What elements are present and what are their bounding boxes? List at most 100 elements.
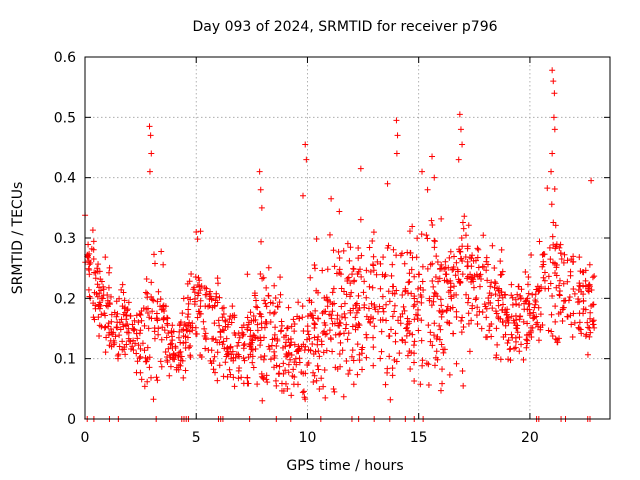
data-point bbox=[340, 247, 347, 254]
data-point bbox=[389, 261, 396, 268]
data-point bbox=[370, 253, 377, 260]
data-point bbox=[457, 248, 464, 255]
data-point bbox=[335, 248, 342, 255]
data-point bbox=[125, 325, 132, 332]
data-point bbox=[357, 216, 364, 223]
data-point bbox=[291, 328, 298, 335]
data-point bbox=[270, 310, 277, 317]
data-point bbox=[414, 235, 421, 242]
data-point bbox=[571, 290, 578, 297]
data-point bbox=[363, 331, 370, 338]
data-point bbox=[386, 298, 393, 305]
data-point bbox=[355, 292, 362, 299]
data-point bbox=[451, 283, 458, 290]
data-point bbox=[154, 377, 161, 384]
data-point bbox=[367, 319, 374, 326]
data-point bbox=[377, 260, 384, 267]
data-point bbox=[497, 258, 504, 265]
data-point bbox=[516, 334, 523, 341]
data-point bbox=[536, 285, 543, 292]
data-point bbox=[142, 289, 149, 296]
data-point bbox=[108, 293, 115, 300]
data-point bbox=[285, 304, 292, 311]
data-point bbox=[334, 315, 341, 322]
data-point bbox=[475, 264, 482, 271]
data-point bbox=[324, 266, 331, 273]
data-point bbox=[245, 319, 252, 326]
data-point bbox=[120, 289, 127, 296]
data-point bbox=[507, 345, 514, 352]
data-point bbox=[429, 342, 436, 349]
data-point bbox=[350, 381, 357, 388]
data-point bbox=[533, 321, 540, 328]
data-point bbox=[111, 309, 118, 316]
data-point bbox=[133, 350, 140, 357]
data-point bbox=[129, 321, 136, 328]
data-point bbox=[286, 342, 293, 349]
data-point bbox=[278, 318, 285, 325]
y-tick-label: 0 bbox=[67, 412, 76, 428]
data-point bbox=[141, 347, 148, 354]
data-point bbox=[194, 314, 201, 321]
data-point bbox=[438, 313, 445, 320]
data-point bbox=[512, 344, 519, 351]
data-point bbox=[525, 290, 532, 297]
data-point bbox=[127, 345, 134, 352]
data-point bbox=[566, 294, 573, 301]
data-point bbox=[390, 246, 397, 253]
y-tick-label: 0.1 bbox=[54, 352, 76, 368]
data-point bbox=[261, 297, 268, 304]
data-point bbox=[492, 308, 499, 315]
data-point bbox=[579, 269, 586, 276]
data-point bbox=[197, 352, 204, 359]
data-point bbox=[328, 195, 335, 202]
data-point bbox=[192, 274, 199, 281]
data-point bbox=[329, 289, 336, 296]
data-point bbox=[180, 332, 187, 339]
data-point bbox=[369, 284, 376, 291]
data-point bbox=[212, 369, 219, 376]
data-point bbox=[527, 310, 534, 317]
data-point bbox=[208, 296, 215, 303]
data-point bbox=[502, 322, 509, 329]
data-point bbox=[149, 296, 156, 303]
data-point bbox=[291, 320, 298, 327]
data-point bbox=[382, 271, 389, 278]
data-point bbox=[130, 327, 137, 334]
data-point bbox=[392, 330, 399, 337]
data-point bbox=[554, 336, 561, 343]
data-point bbox=[545, 273, 552, 280]
data-point bbox=[516, 316, 523, 323]
data-point bbox=[168, 327, 175, 334]
data-point bbox=[472, 257, 479, 264]
data-point bbox=[175, 361, 182, 368]
data-point bbox=[380, 308, 387, 315]
data-point bbox=[245, 354, 252, 361]
data-point bbox=[313, 235, 320, 242]
data-point bbox=[104, 291, 111, 298]
data-point bbox=[249, 346, 256, 353]
data-point bbox=[358, 273, 365, 280]
data-point bbox=[292, 355, 299, 362]
data-point bbox=[483, 305, 490, 312]
data-point bbox=[133, 312, 140, 319]
data-point bbox=[513, 316, 520, 323]
data-point bbox=[453, 259, 460, 266]
data-point bbox=[499, 268, 506, 275]
data-point bbox=[296, 359, 303, 366]
data-point bbox=[326, 231, 333, 238]
data-point bbox=[91, 269, 98, 276]
data-point bbox=[143, 276, 150, 283]
data-point bbox=[464, 299, 471, 306]
data-point bbox=[414, 312, 421, 319]
data-point bbox=[154, 317, 161, 324]
data-point bbox=[315, 333, 322, 340]
data-point bbox=[203, 291, 210, 298]
data-point bbox=[304, 313, 311, 320]
data-point bbox=[577, 326, 584, 333]
data-point bbox=[460, 324, 467, 331]
data-point bbox=[226, 366, 233, 373]
data-point bbox=[244, 374, 251, 381]
data-point bbox=[214, 349, 221, 356]
data-point bbox=[115, 355, 122, 362]
